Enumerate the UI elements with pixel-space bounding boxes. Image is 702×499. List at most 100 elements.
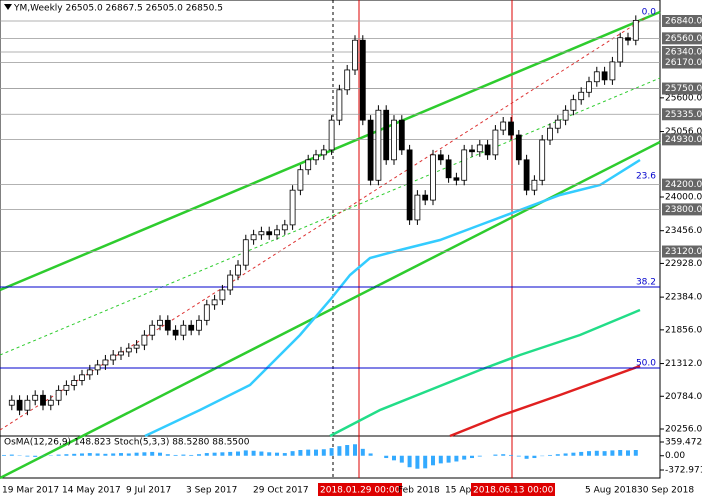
candle-body xyxy=(625,37,631,41)
level-box xyxy=(662,32,702,45)
candle-body xyxy=(188,324,195,331)
candle-body xyxy=(289,189,296,226)
moving-average xyxy=(329,308,641,438)
level-label: 24930.0 xyxy=(665,135,702,145)
menu-arrow[interactable] xyxy=(4,4,12,10)
candle-body xyxy=(219,289,226,301)
osma-bar xyxy=(438,455,443,464)
candle-body xyxy=(586,81,592,93)
candle-body xyxy=(297,169,304,191)
osma-bar xyxy=(189,454,194,456)
osma-bar xyxy=(243,450,248,456)
candle-body xyxy=(578,91,585,101)
osma-bar xyxy=(462,455,467,460)
osma-bar xyxy=(509,454,513,456)
level-label: 26560.0 xyxy=(665,34,702,44)
osma-bar xyxy=(454,455,459,462)
osma-bar xyxy=(353,444,357,456)
x-tick-label: 30 Sep 2018 xyxy=(637,486,694,496)
candle-body xyxy=(547,127,553,141)
x-label-box xyxy=(318,483,402,496)
osma-bar xyxy=(298,450,303,456)
candle-body xyxy=(461,149,468,181)
candle-body xyxy=(242,239,249,266)
osma-bar xyxy=(579,451,584,456)
x-tick-label: 2018.01.29 00:00 xyxy=(320,486,401,496)
y-tick-label: 23456.0 xyxy=(665,226,702,236)
osma-bar xyxy=(407,455,412,468)
x-tick-label: 14 May 2017 xyxy=(62,486,121,496)
osma-bar xyxy=(446,455,451,463)
osma-bar xyxy=(197,454,201,456)
candle-body xyxy=(391,119,397,161)
candle-body xyxy=(437,154,444,161)
candle-body xyxy=(359,39,366,121)
candle-body xyxy=(149,324,156,336)
osma-bar xyxy=(173,454,178,456)
osma-bar xyxy=(368,453,373,456)
osma-bar xyxy=(56,454,61,456)
osma-bar xyxy=(111,453,116,456)
osma-bar xyxy=(321,449,326,456)
osma-bar xyxy=(64,454,69,456)
osma-bar xyxy=(228,451,233,456)
osc-label: OsMA(12,26,9) 148.823 Stoch(5,3,3) 88.52… xyxy=(4,438,250,448)
osma-bar xyxy=(251,450,256,456)
osma-bar xyxy=(165,454,170,456)
candle-body xyxy=(554,119,561,129)
y-tick-label: 24000.0 xyxy=(665,192,702,202)
candle-body xyxy=(305,159,312,171)
osma-bar xyxy=(360,448,365,456)
level-box xyxy=(662,45,702,58)
candle-body xyxy=(515,134,522,161)
candle-body xyxy=(320,149,327,156)
osma-bar xyxy=(204,453,209,456)
y-tick-label: 22384.0 xyxy=(665,293,702,303)
fib-label: 23.6 xyxy=(636,172,656,182)
osma-bar xyxy=(602,451,607,456)
osma-bar xyxy=(337,446,342,456)
candle-body xyxy=(593,71,600,83)
level-box xyxy=(662,245,702,258)
osma-bar xyxy=(594,450,599,456)
osma-bar xyxy=(95,453,100,456)
candle-body xyxy=(398,119,405,151)
osma-bar xyxy=(501,454,506,456)
osma-bar xyxy=(33,455,38,457)
candle-body xyxy=(71,380,78,386)
candle-body xyxy=(562,109,569,121)
osma-bar xyxy=(314,449,318,456)
level-box xyxy=(662,178,702,191)
candle-body xyxy=(422,194,429,201)
candle-body xyxy=(266,231,273,236)
candle-body xyxy=(539,139,546,181)
x-tick-label: Feb 2018 xyxy=(398,486,440,496)
osma-bar xyxy=(516,455,521,457)
level-label: 24200.0 xyxy=(665,180,702,190)
osma-bar xyxy=(72,453,77,456)
osma-bar xyxy=(555,454,560,456)
candle-body xyxy=(102,359,109,366)
candle-body xyxy=(180,324,187,336)
osma-bar xyxy=(9,454,14,456)
level-box xyxy=(662,56,702,69)
candle-body xyxy=(94,364,101,371)
candle-body xyxy=(476,144,483,153)
osma-bar xyxy=(587,451,591,456)
osc-tick-label: -372.971 xyxy=(665,466,702,476)
osma-bar xyxy=(142,452,147,456)
osma-bar xyxy=(524,455,529,459)
x-tick-label: 9 Jul 2017 xyxy=(126,486,171,496)
candle-body xyxy=(601,71,608,81)
osma-bar xyxy=(532,455,537,459)
x-tick-label: 15 Ap xyxy=(445,486,471,496)
candle-body xyxy=(125,347,132,353)
candle-body xyxy=(445,159,452,179)
osma-bar xyxy=(306,449,311,456)
osma-bar xyxy=(134,452,139,456)
candle-body xyxy=(344,69,351,91)
level-box xyxy=(662,82,702,95)
candle-body xyxy=(430,154,436,201)
candle-body xyxy=(211,299,218,306)
